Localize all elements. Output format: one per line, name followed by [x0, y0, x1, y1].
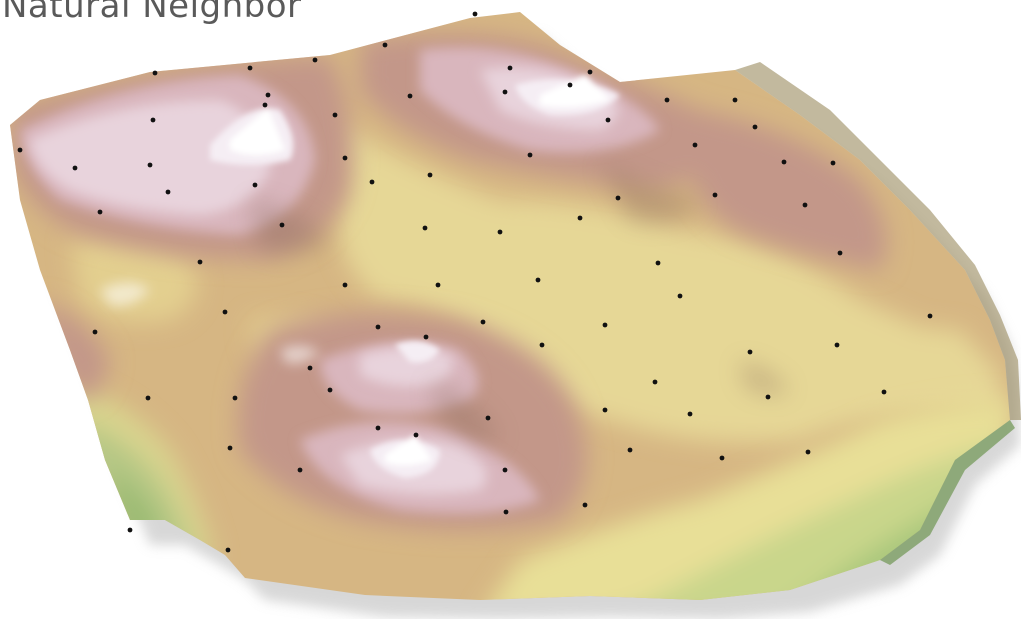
sample-point [652, 379, 658, 385]
sample-point [332, 112, 338, 118]
sample-point [422, 225, 428, 231]
sample-point [747, 349, 753, 355]
sample-point [435, 282, 441, 288]
sample-point [615, 195, 621, 201]
sample-point [497, 229, 503, 235]
sample-point [472, 11, 478, 17]
sample-point [17, 147, 23, 153]
sample-point [881, 389, 887, 395]
sample-point [719, 455, 725, 461]
sample-point [232, 395, 238, 401]
sample-point [97, 209, 103, 215]
sample-point [407, 93, 413, 99]
sample-point [834, 342, 840, 348]
sample-point [664, 97, 670, 103]
sample-point [712, 192, 718, 198]
sample-point [752, 124, 758, 130]
sample-point [503, 509, 509, 515]
sample-point [423, 334, 429, 340]
sample-point [72, 165, 78, 171]
sample-point [369, 179, 375, 185]
sample-point [307, 365, 313, 371]
sample-point [327, 387, 333, 393]
sample-point [567, 82, 573, 88]
sample-point [687, 411, 693, 417]
sample-point [605, 117, 611, 123]
sample-point [252, 182, 258, 188]
sample-point [507, 65, 513, 71]
sample-point [342, 155, 348, 161]
sample-point [602, 407, 608, 413]
sample-point [382, 42, 388, 48]
sample-point [262, 102, 268, 108]
sample-point [677, 293, 683, 299]
sample-point [342, 282, 348, 288]
sample-point [805, 449, 811, 455]
sample-point [602, 322, 608, 328]
sample-point [279, 222, 285, 228]
sample-point [150, 117, 156, 123]
sample-point [527, 152, 533, 158]
sample-point [485, 415, 491, 421]
sample-point [692, 142, 698, 148]
sample-point [127, 527, 133, 533]
sample-point [297, 467, 303, 473]
sample-point [427, 172, 433, 178]
sample-point [222, 309, 228, 315]
sample-point [312, 57, 318, 63]
sample-point [627, 447, 633, 453]
sample-point [732, 97, 738, 103]
page-title: Natural Neighbor [2, 0, 302, 26]
sample-point [197, 259, 203, 265]
sample-point [152, 70, 158, 76]
sample-point [147, 162, 153, 168]
sample-point [480, 319, 486, 325]
sample-point [582, 502, 588, 508]
surface-edge-bottom [880, 420, 1015, 565]
sample-point [165, 189, 171, 195]
sample-point [502, 467, 508, 473]
sample-point [927, 313, 933, 319]
sample-point [502, 89, 508, 95]
sample-point [655, 260, 661, 266]
sample-point [247, 65, 253, 71]
sample-point [830, 160, 836, 166]
sample-point [587, 69, 593, 75]
sample-points [17, 11, 933, 553]
sample-point [535, 277, 541, 283]
sample-point [765, 394, 771, 400]
sample-point [225, 547, 231, 553]
sample-point [227, 445, 233, 451]
sample-point [265, 92, 271, 98]
sample-point [375, 425, 381, 431]
sample-point [539, 342, 545, 348]
sample-point [837, 250, 843, 256]
sample-point [145, 395, 151, 401]
sample-point [92, 329, 98, 335]
sample-point [413, 432, 419, 438]
sample-point [375, 324, 381, 330]
sample-point [781, 159, 787, 165]
sample-point [577, 215, 583, 221]
sample-point [802, 202, 808, 208]
